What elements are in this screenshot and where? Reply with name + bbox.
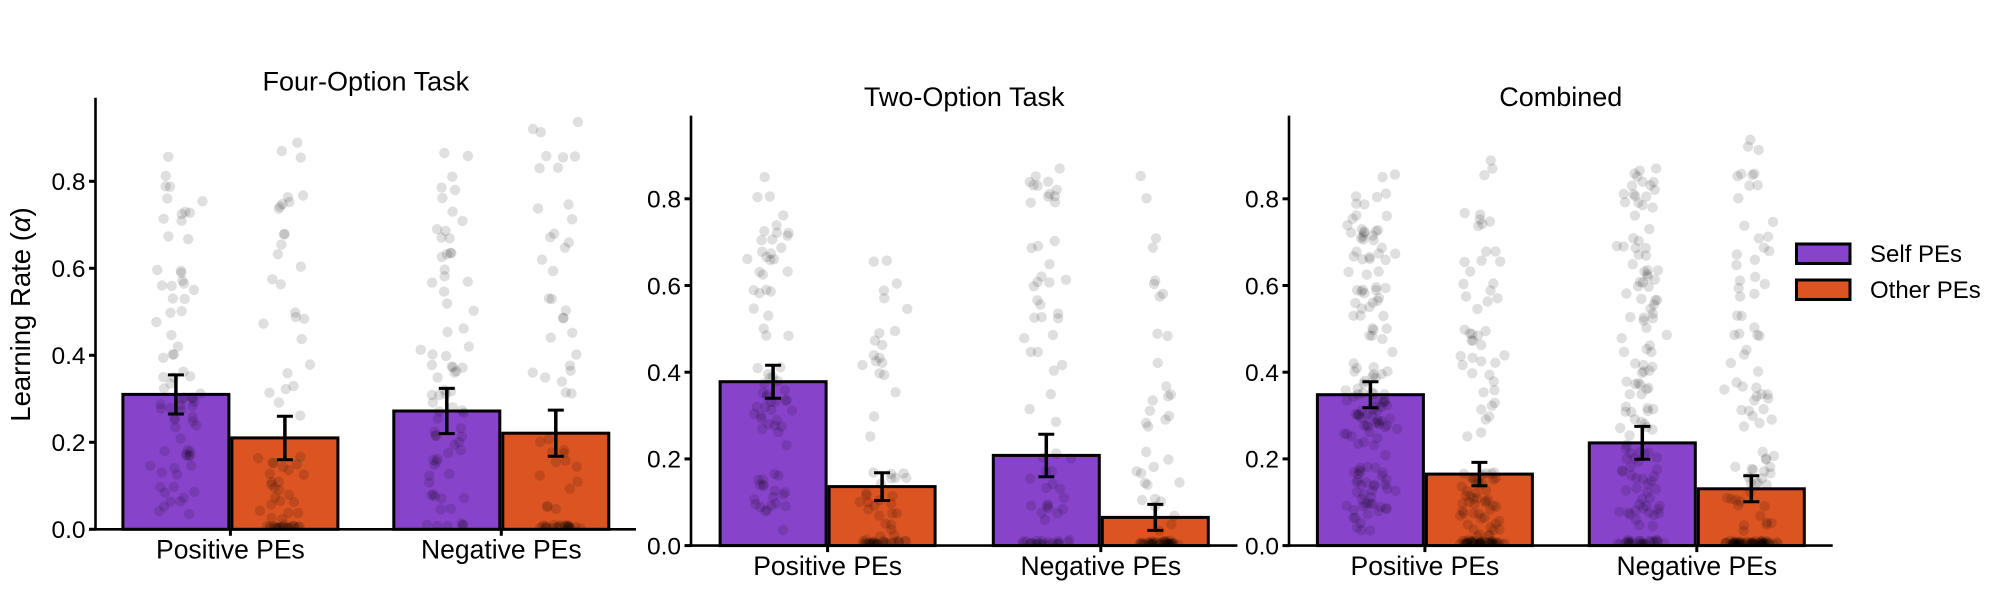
svg-text:Self PEs: Self PEs: [1870, 241, 1962, 268]
svg-text:Positive PEs: Positive PEs: [1351, 551, 1500, 581]
svg-text:Positive PEs: Positive PEs: [156, 535, 305, 565]
svg-text:Combined: Combined: [1499, 82, 1622, 112]
svg-text:0.0: 0.0: [647, 533, 681, 560]
svg-text:Negative PEs: Negative PEs: [1021, 551, 1182, 581]
svg-text:0.0: 0.0: [51, 517, 85, 544]
svg-text:0.8: 0.8: [647, 187, 681, 214]
svg-text:0.4: 0.4: [1245, 360, 1279, 387]
svg-text:Negative PEs: Negative PEs: [421, 535, 582, 565]
svg-text:0.4: 0.4: [647, 360, 681, 387]
svg-text:Four-Option Task: Four-Option Task: [263, 66, 470, 96]
svg-text:0.0: 0.0: [1245, 533, 1279, 560]
svg-text:0.8: 0.8: [1245, 187, 1279, 214]
svg-text:0.8: 0.8: [51, 169, 85, 196]
svg-text:Positive PEs: Positive PEs: [753, 551, 902, 581]
svg-text:0.4: 0.4: [51, 343, 85, 370]
svg-text:Learning Rate (α): Learning Rate (α): [5, 207, 36, 421]
svg-text:Negative PEs: Negative PEs: [1617, 551, 1778, 581]
svg-text:Other PEs: Other PEs: [1870, 277, 1981, 304]
svg-text:0.2: 0.2: [1245, 447, 1279, 474]
svg-text:0.6: 0.6: [51, 256, 85, 283]
svg-text:0.6: 0.6: [647, 273, 681, 300]
svg-text:0.2: 0.2: [51, 430, 85, 457]
svg-text:0.6: 0.6: [1245, 273, 1279, 300]
svg-text:0.2: 0.2: [647, 447, 681, 474]
svg-text:Two-Option Task: Two-Option Task: [864, 82, 1065, 112]
